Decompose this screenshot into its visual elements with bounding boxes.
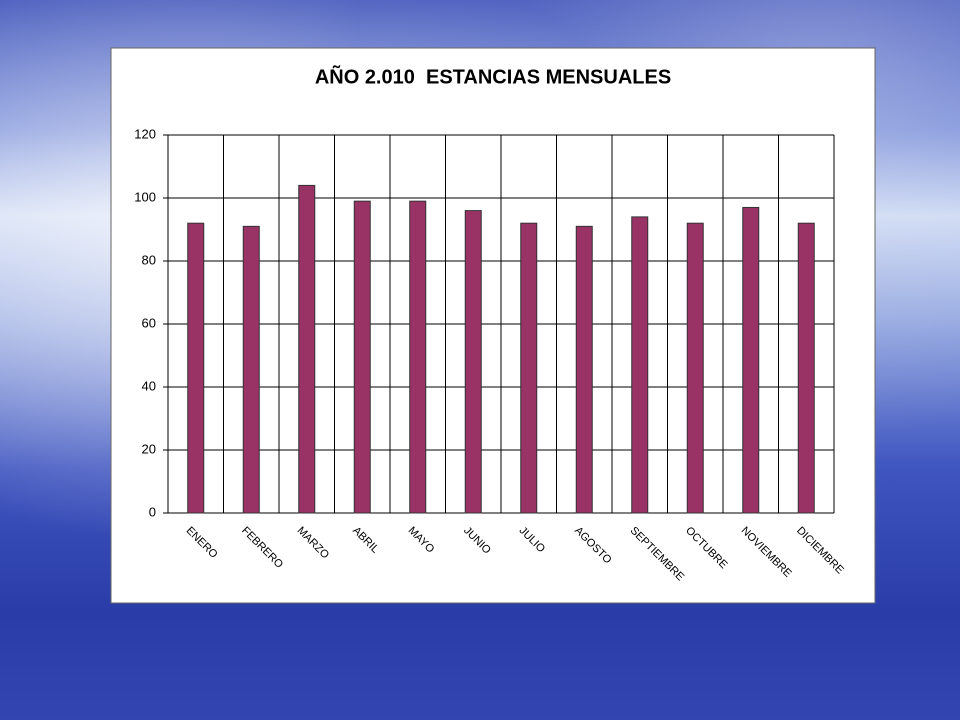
chart-title: AÑO 2.010 ESTANCIAS MENSUALES <box>315 65 671 88</box>
bar <box>409 200 427 514</box>
bar <box>631 216 649 514</box>
y-tick-label: 120 <box>134 126 156 141</box>
bar <box>575 225 593 514</box>
chart-frame <box>110 47 876 604</box>
y-tick-label: 40 <box>142 378 156 393</box>
bar <box>353 200 371 514</box>
y-tick-label: 20 <box>142 441 156 456</box>
bar <box>520 222 538 514</box>
bar <box>242 225 260 514</box>
y-tick-label: 100 <box>134 189 156 204</box>
bar <box>187 222 205 514</box>
bar <box>298 184 316 514</box>
bar <box>742 206 760 514</box>
bar <box>797 222 815 514</box>
y-tick-label: 80 <box>142 252 156 267</box>
bar <box>686 222 704 514</box>
y-tick-label: 0 <box>149 504 156 519</box>
bar <box>464 210 482 514</box>
y-tick-label: 60 <box>142 315 156 330</box>
